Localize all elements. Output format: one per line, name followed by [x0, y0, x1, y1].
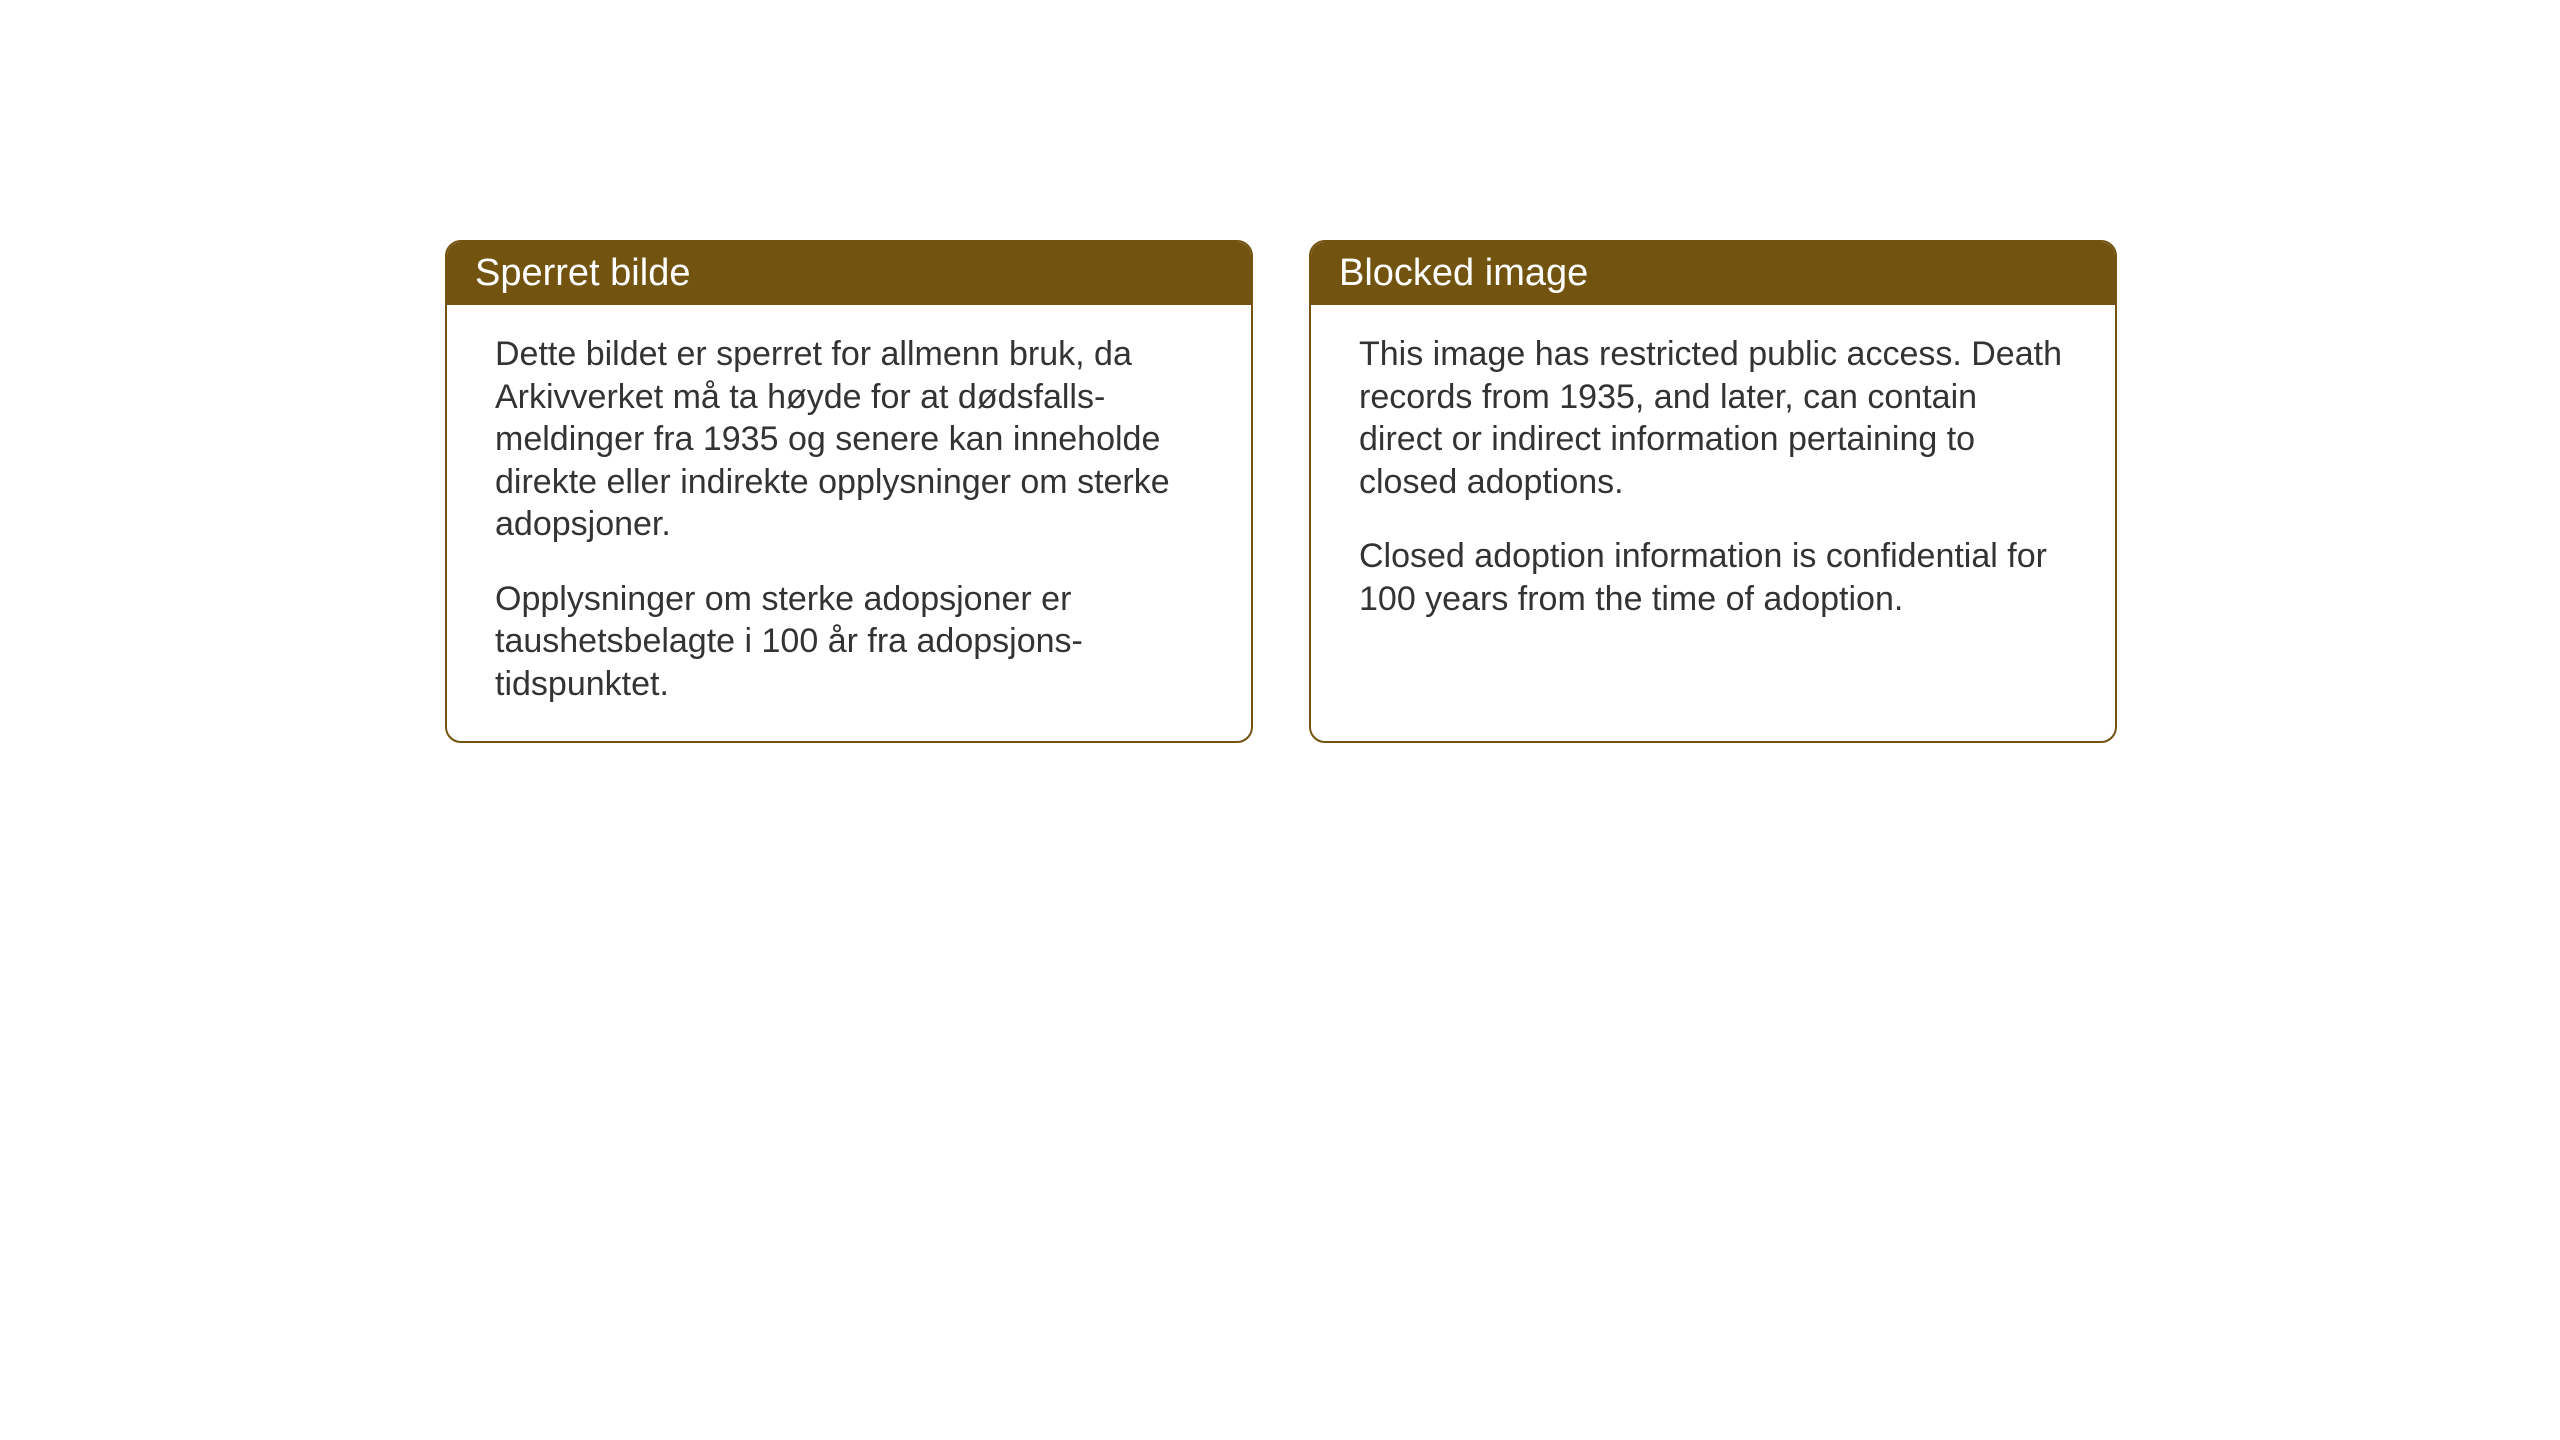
notice-card-english: Blocked image This image has restricted … — [1309, 240, 2117, 743]
card-title-english: Blocked image — [1311, 242, 2115, 305]
card-paragraph-english-1: This image has restricted public access.… — [1359, 333, 2067, 503]
notice-card-norwegian: Sperret bilde Dette bildet er sperret fo… — [445, 240, 1253, 743]
card-title-norwegian: Sperret bilde — [447, 242, 1251, 305]
card-paragraph-english-2: Closed adoption information is confident… — [1359, 535, 2067, 620]
card-body-english: This image has restricted public access.… — [1311, 305, 2115, 725]
card-body-norwegian: Dette bildet er sperret for allmenn bruk… — [447, 305, 1251, 741]
notice-container: Sperret bilde Dette bildet er sperret fo… — [445, 240, 2117, 743]
card-paragraph-norwegian-2: Opplysninger om sterke adopsjoner er tau… — [495, 578, 1203, 706]
card-paragraph-norwegian-1: Dette bildet er sperret for allmenn bruk… — [495, 333, 1203, 546]
